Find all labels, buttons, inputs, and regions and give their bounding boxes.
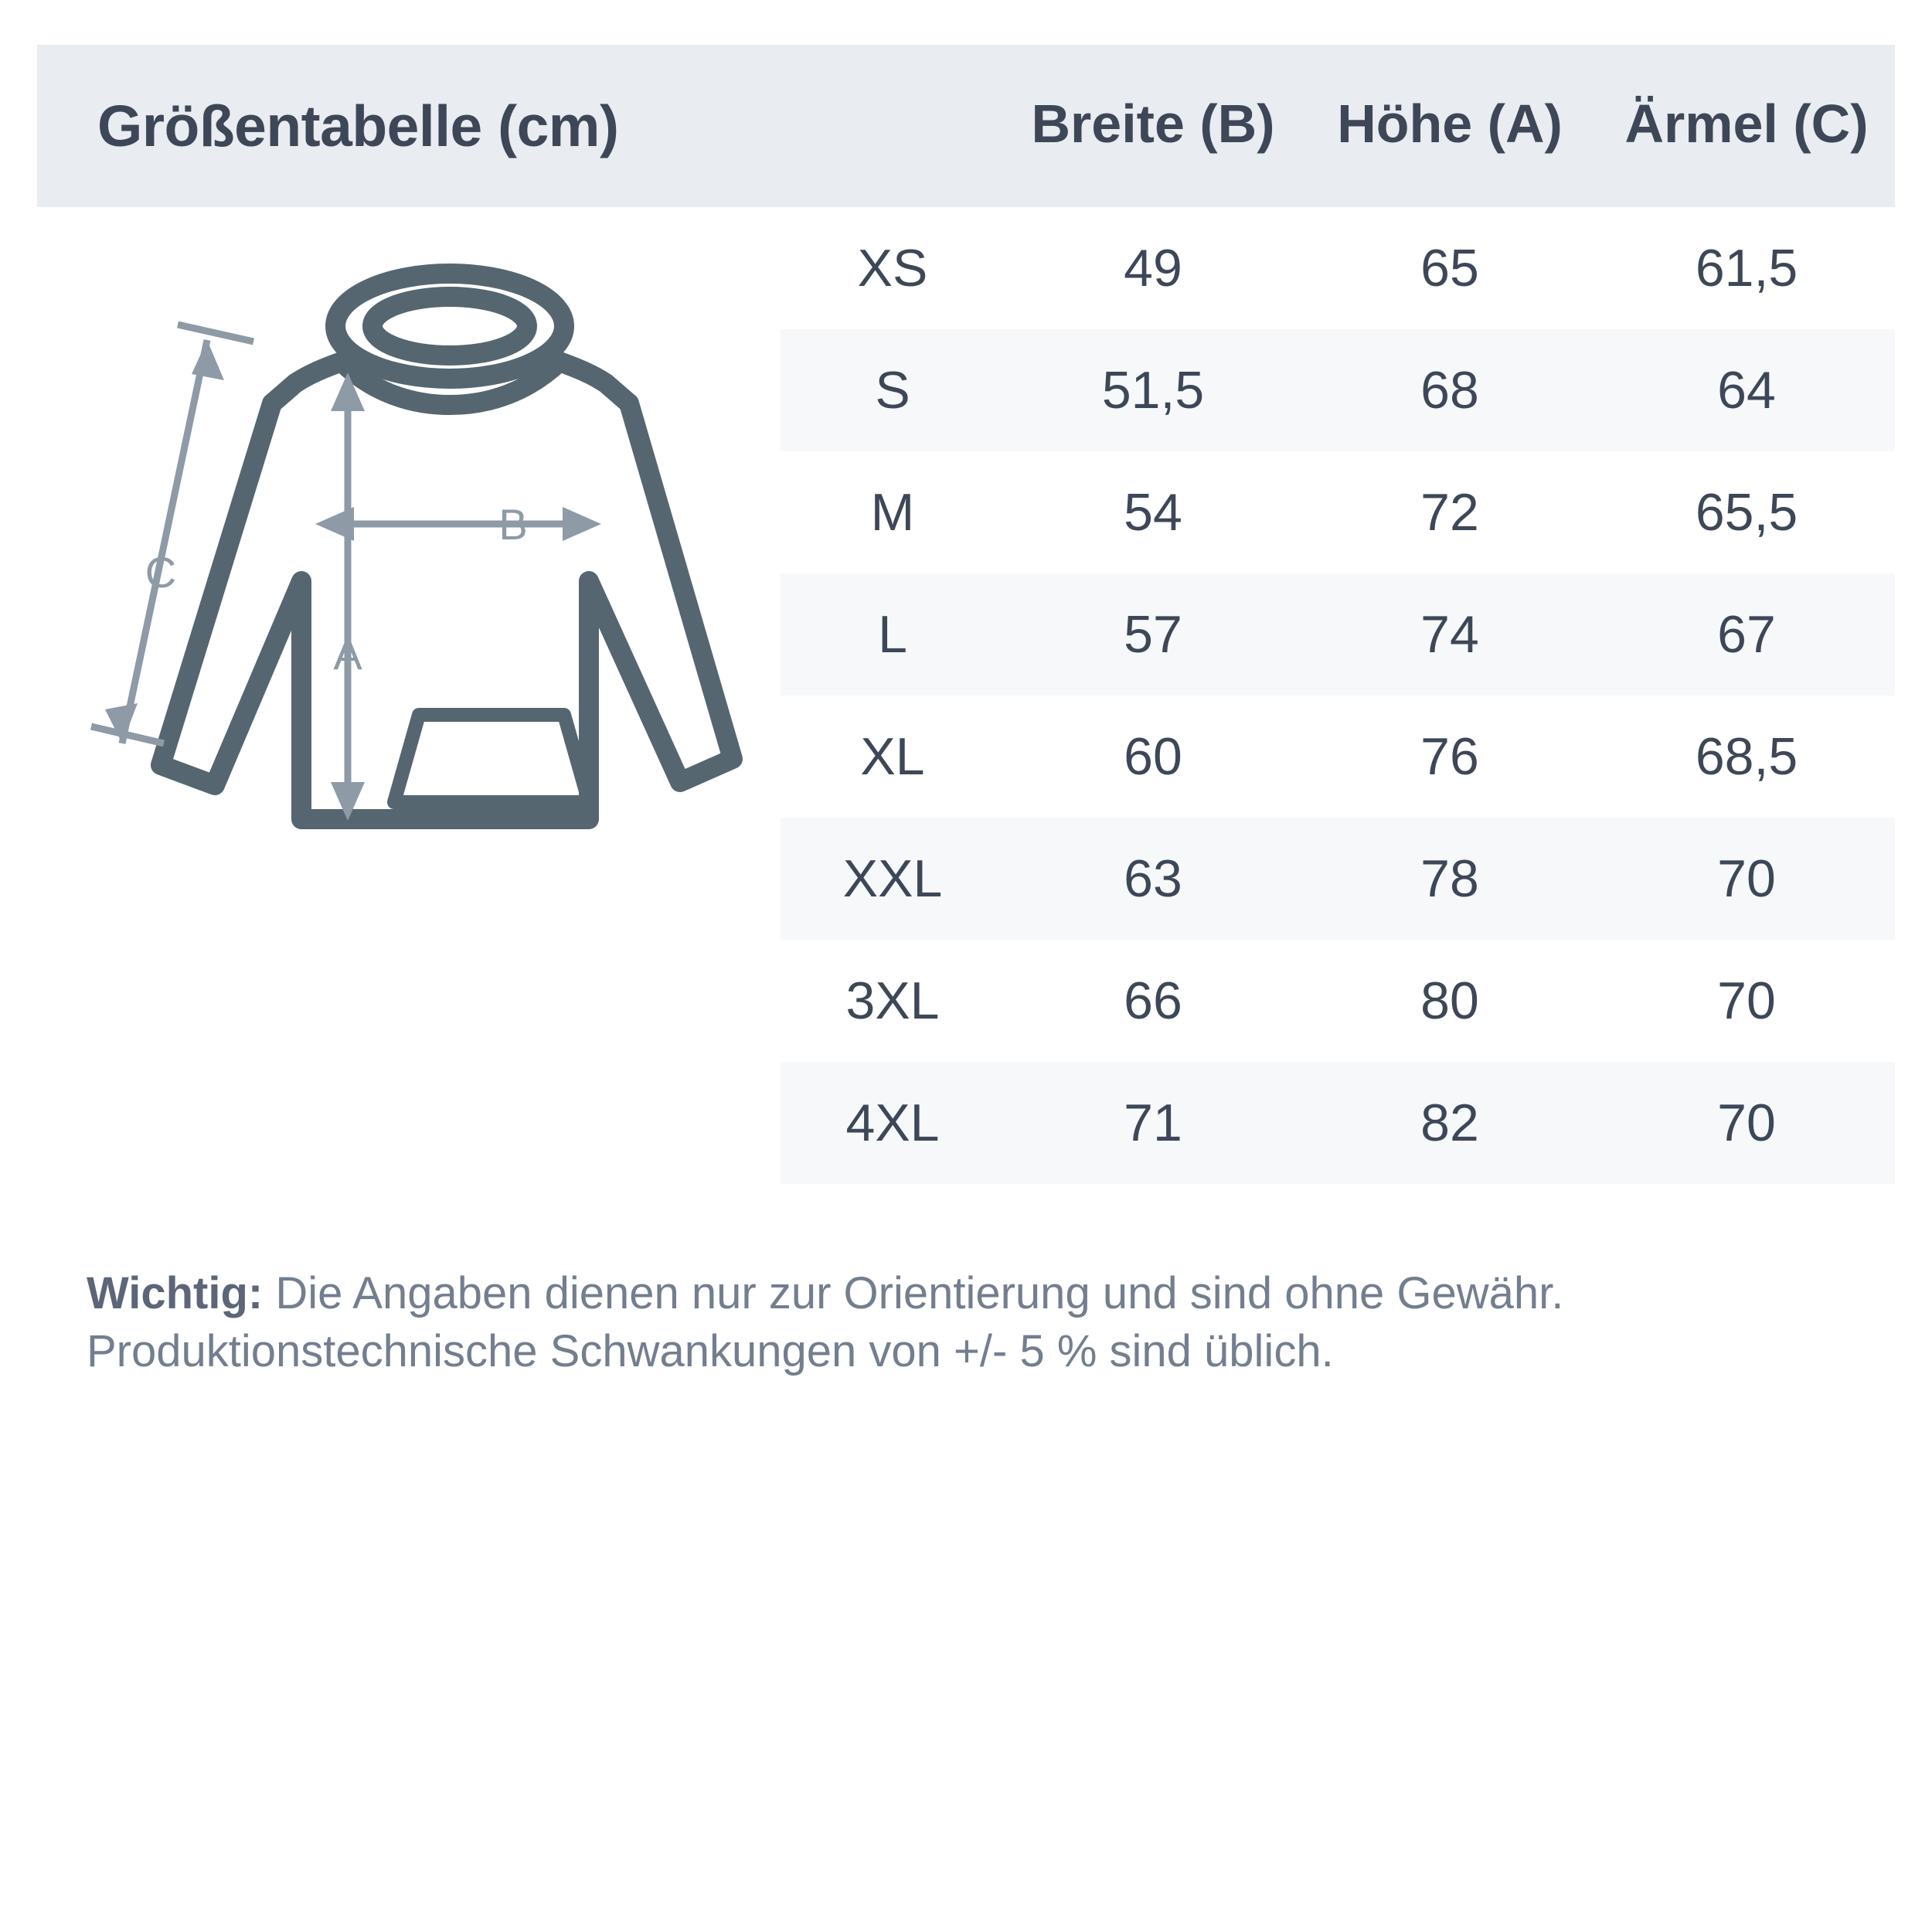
dimension-c (90, 321, 254, 747)
dimension-c-tick-top (177, 321, 254, 345)
dimension-a-arrow-bottom (331, 782, 365, 821)
dimension-c-arrow-bottom (105, 703, 138, 743)
cell-aermel: 61,5 (1695, 239, 1798, 298)
hoodie-pocket-path (387, 708, 596, 809)
hoodie-body-path (151, 352, 743, 829)
cell-size: XL (860, 727, 925, 786)
table-row: 4XL 71 82 70 (781, 1062, 1895, 1184)
table-row: L 57 74 67 (781, 573, 1895, 696)
size-table: XS 49 65 61,5 S 51,5 68 64 M 54 72 65,5 … (781, 207, 1895, 1184)
cell-breite: 71 (1124, 1094, 1182, 1152)
column-header-breite: Breite (B) (1031, 94, 1275, 154)
cell-size: M (870, 483, 915, 542)
cell-aermel: 67 (1717, 605, 1776, 664)
dimension-label-b: B (498, 500, 527, 549)
dimension-a (331, 372, 365, 821)
header-band (37, 45, 1895, 207)
hood-outer-icon (325, 264, 574, 389)
table-column-headers: Breite (B) Höhe (A) Ärmel (C) (781, 93, 1895, 167)
cell-aermel: 65,5 (1695, 483, 1798, 542)
hood-inner-icon (362, 287, 537, 366)
page-title: Größentabelle (cm) (97, 94, 619, 158)
cell-breite: 57 (1124, 605, 1182, 664)
cell-hoehe: 65 (1420, 239, 1479, 298)
cell-aermel: 68,5 (1695, 727, 1798, 786)
dimension-c-arrow-top (192, 340, 224, 380)
cell-hoehe: 68 (1420, 361, 1479, 420)
table-row: XS 49 65 61,5 (781, 207, 1895, 329)
note-label: Wichtig: (87, 1268, 264, 1318)
table-row: M 54 72 65,5 (781, 451, 1895, 573)
hoodie-diagram: C A B (70, 232, 765, 850)
important-note: Wichtig: Die Angaben dienen nur zur Orie… (87, 1264, 1864, 1381)
cell-aermel: 70 (1717, 849, 1776, 908)
note-text: Die Angaben dienen nur zur Orientierung … (87, 1268, 1564, 1377)
hoodie-outline-icon (151, 264, 743, 829)
cell-size: 4XL (845, 1094, 940, 1152)
cell-hoehe: 74 (1420, 605, 1479, 664)
dimension-label-c: C (145, 548, 176, 597)
cell-size: XS (857, 239, 928, 298)
dimension-b (315, 507, 601, 541)
cell-breite: 66 (1124, 971, 1182, 1030)
table-row: XXL 63 78 70 (781, 818, 1895, 940)
table-row: 3XL 66 80 70 (781, 940, 1895, 1062)
cell-hoehe: 82 (1420, 1094, 1479, 1152)
column-header-size (781, 93, 1005, 167)
dimension-b-arrow-left (315, 507, 354, 541)
cell-size: S (875, 361, 910, 420)
dimension-c-tick-bottom (90, 723, 165, 747)
table-row: S 51,5 68 64 (781, 329, 1895, 451)
dimension-c-line (118, 339, 211, 744)
cell-aermel: 70 (1717, 971, 1776, 1030)
cell-hoehe: 78 (1420, 849, 1479, 908)
column-header-hoehe: Höhe (A) (1337, 94, 1563, 154)
cell-breite: 51,5 (1101, 361, 1205, 420)
dimension-b-arrow-right (563, 507, 601, 541)
cell-aermel: 70 (1717, 1094, 1776, 1152)
cell-size: XXL (842, 849, 943, 908)
cell-breite: 49 (1124, 239, 1182, 298)
cell-size: 3XL (845, 971, 940, 1030)
cell-breite: 63 (1124, 849, 1182, 908)
cell-aermel: 64 (1717, 361, 1776, 420)
cell-breite: 54 (1124, 483, 1182, 542)
cell-hoehe: 80 (1420, 971, 1479, 1030)
dimension-a-arrow-top (331, 372, 365, 411)
dimension-lines (90, 321, 601, 821)
hoodie-neckline-path (332, 352, 570, 415)
dimension-label-a: A (333, 630, 362, 679)
cell-breite: 60 (1124, 727, 1182, 786)
table-row: XL 60 76 68,5 (781, 696, 1895, 818)
cell-size: L (878, 605, 907, 664)
cell-hoehe: 76 (1420, 727, 1479, 786)
column-header-aermel: Ärmel (C) (1624, 94, 1869, 154)
cell-hoehe: 72 (1420, 483, 1479, 542)
